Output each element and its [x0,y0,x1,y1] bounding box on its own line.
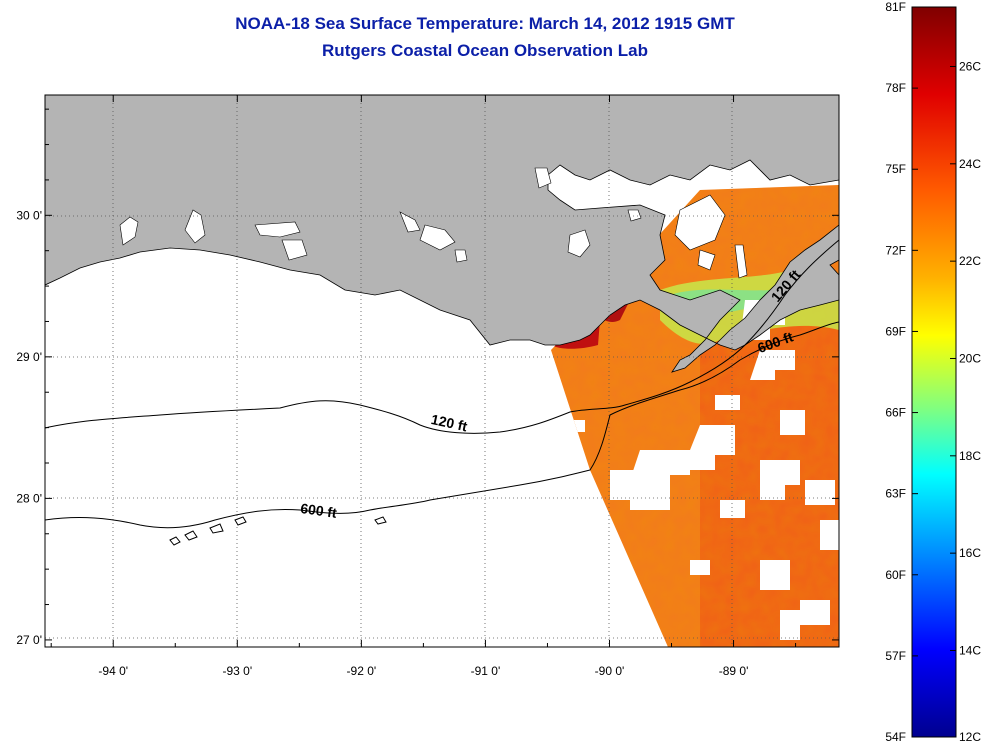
colorbar-c-label: 12C [959,730,981,744]
latitude-ticks: 30 0' 29 0' 28 0' 27 0' [16,108,839,647]
colorbar-f-label: 66F [885,406,906,420]
colorbar [911,6,957,738]
colorbar-c-label: 14C [959,643,981,657]
inland-lakes [119,167,748,279]
colorbar-f-label: 54F [885,730,906,744]
colorbar-f-label: 57F [885,649,906,663]
map-border [44,94,840,648]
colorbar-fahrenheit-labels: 81F 78F 75F 72F 69F 66F 63F 60F 57F 54F [885,0,918,744]
colorbar-c-label: 20C [959,351,981,365]
colorbar-f-label: 72F [885,243,906,257]
lat-tick-label: 29 0' [16,350,42,364]
colorbar-f-label: 81F [885,0,906,14]
lon-tick-label: -89 0' [719,664,749,678]
colorbar-celsius-labels: 26C 24C 22C 20C 18C 16C 14C 12C [950,59,981,744]
colorbar-c-label: 22C [959,254,981,268]
contour-label: 120 ft [430,411,469,434]
lon-tick-label: -93 0' [222,664,252,678]
longitude-ticks: -94 0' -93 0' -92 0' -91 0' -90 0' -89 0' [50,95,797,678]
lat-tick-label: 28 0' [16,491,42,505]
lon-tick-label: -90 0' [595,664,625,678]
colorbar-c-label: 16C [959,546,981,560]
colorbar-f-label: 60F [885,568,906,582]
contour-label: 600 ft [299,500,338,521]
colorbar-f-label: 69F [885,324,906,338]
lon-tick-label: -92 0' [347,664,377,678]
contour-120ft [45,239,839,434]
bathymetry-contours [45,239,839,546]
colorbar-f-label: 75F [885,162,906,176]
lat-tick-label: 27 0' [16,633,42,647]
contour-600ft [45,321,839,529]
lat-tick-label: 30 0' [16,208,42,222]
colorbar-f-label: 78F [885,81,906,95]
graticule [45,95,839,647]
colorbar-c-label: 18C [959,449,981,463]
lon-tick-label: -91 0' [471,664,501,678]
map-subtitle: Rutgers Coastal Ocean Observation Lab [322,41,648,60]
map-title: NOAA-18 Sea Surface Temperature: March 1… [235,14,735,33]
colorbar-c-label: 26C [959,59,981,73]
colorbar-c-label: 24C [959,157,981,171]
lon-tick-label: -94 0' [98,664,128,678]
colorbar-f-label: 63F [885,487,906,501]
